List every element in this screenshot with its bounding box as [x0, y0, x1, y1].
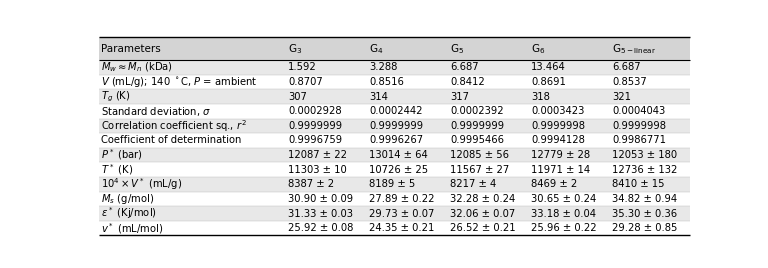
Text: 0.9999999: 0.9999999 [288, 121, 343, 131]
Text: 8217 ± 4: 8217 ± 4 [450, 179, 496, 189]
Text: G$_5$: G$_5$ [450, 42, 464, 56]
Text: 0.9999999: 0.9999999 [450, 121, 504, 131]
Text: Parameters: Parameters [101, 44, 161, 54]
Text: 11567 ± 27: 11567 ± 27 [450, 165, 509, 175]
Text: 0.0003423: 0.0003423 [531, 106, 584, 116]
Bar [99, 148, 690, 162]
Text: 26.52 ± 0.21: 26.52 ± 0.21 [450, 223, 515, 233]
Text: Coefficient of determination: Coefficient of determination [101, 135, 242, 146]
Text: 0.9996267: 0.9996267 [369, 135, 423, 146]
Text: 0.0004043: 0.0004043 [612, 106, 665, 116]
Text: 30.90 ± 0.09: 30.90 ± 0.09 [288, 194, 353, 204]
Text: 0.0002928: 0.0002928 [288, 106, 342, 116]
Text: 0.9995466: 0.9995466 [450, 135, 504, 146]
Text: 11303 ± 10: 11303 ± 10 [288, 165, 347, 175]
Text: 31.33 ± 0.03: 31.33 ± 0.03 [288, 209, 353, 218]
Text: $P^*$ (bar): $P^*$ (bar) [101, 148, 144, 162]
Text: 318: 318 [531, 92, 550, 102]
Text: 8189 ± 5: 8189 ± 5 [369, 179, 415, 189]
Text: 32.06 ± 0.07: 32.06 ± 0.07 [450, 209, 515, 218]
Text: 11971 ± 14: 11971 ± 14 [531, 165, 590, 175]
Text: 307: 307 [288, 92, 307, 102]
Text: 0.8537: 0.8537 [612, 77, 647, 87]
Text: 29.28 ± 0.85: 29.28 ± 0.85 [612, 223, 677, 233]
Text: 33.18 ± 0.04: 33.18 ± 0.04 [531, 209, 596, 218]
Text: 6.687: 6.687 [450, 62, 478, 72]
Text: 0.9986771: 0.9986771 [612, 135, 666, 146]
Text: 321: 321 [612, 92, 631, 102]
Text: 0.9996759: 0.9996759 [288, 135, 343, 146]
Text: 0.0002442: 0.0002442 [369, 106, 422, 116]
Text: 1.592: 1.592 [288, 62, 317, 72]
Text: 12087 ± 22: 12087 ± 22 [288, 150, 347, 160]
Text: $v^*$ (mL/mol): $v^*$ (mL/mol) [101, 221, 164, 236]
Bar [99, 177, 690, 192]
Text: 8410 ± 15: 8410 ± 15 [612, 179, 664, 189]
Text: 24.35 ± 0.21: 24.35 ± 0.21 [369, 223, 435, 233]
Bar [99, 206, 690, 221]
Bar [99, 60, 690, 75]
Text: G$_6$: G$_6$ [531, 42, 545, 56]
Text: 12053 ± 180: 12053 ± 180 [612, 150, 677, 160]
Text: 6.687: 6.687 [612, 62, 641, 72]
Text: $M_w \approx M_n$ (kDa): $M_w \approx M_n$ (kDa) [101, 61, 174, 74]
Text: $T^*$ (K): $T^*$ (K) [101, 162, 134, 177]
Text: 12085 ± 56: 12085 ± 56 [450, 150, 509, 160]
Text: 0.9999998: 0.9999998 [531, 121, 585, 131]
Text: 0.8691: 0.8691 [531, 77, 566, 87]
Text: 35.30 ± 0.36: 35.30 ± 0.36 [612, 209, 677, 218]
Text: 0.8412: 0.8412 [450, 77, 485, 87]
Text: $10^4 \times V^*$ (mL/g): $10^4 \times V^*$ (mL/g) [101, 176, 183, 192]
Text: 13014 ± 64: 13014 ± 64 [369, 150, 428, 160]
Bar [99, 118, 690, 133]
Text: 30.65 ± 0.24: 30.65 ± 0.24 [531, 194, 596, 204]
Text: Standard deviation, $\sigma$: Standard deviation, $\sigma$ [101, 105, 212, 118]
Text: G$_{5-\mathrm{linear}}$: G$_{5-\mathrm{linear}}$ [612, 42, 656, 56]
Text: Correlation coefficient sq., $r^2$: Correlation coefficient sq., $r^2$ [101, 118, 247, 134]
Text: 0.9999998: 0.9999998 [612, 121, 666, 131]
Text: 25.96 ± 0.22: 25.96 ± 0.22 [531, 223, 597, 233]
Text: 13.464: 13.464 [531, 62, 566, 72]
Text: 34.82 ± 0.94: 34.82 ± 0.94 [612, 194, 677, 204]
Text: $M_s$ (g/mol): $M_s$ (g/mol) [101, 192, 154, 206]
Text: 25.92 ± 0.08: 25.92 ± 0.08 [288, 223, 353, 233]
Text: 314: 314 [369, 92, 388, 102]
Text: G$_3$: G$_3$ [288, 42, 303, 56]
Text: 0.0002392: 0.0002392 [450, 106, 504, 116]
Text: 8387 ± 2: 8387 ± 2 [288, 179, 334, 189]
Text: 12779 ± 28: 12779 ± 28 [531, 150, 590, 160]
Text: 29.73 ± 0.07: 29.73 ± 0.07 [369, 209, 435, 218]
Text: 0.9994128: 0.9994128 [531, 135, 585, 146]
Text: $T_g$ (K): $T_g$ (K) [101, 90, 131, 104]
Bar [99, 37, 690, 60]
Text: 12736 ± 132: 12736 ± 132 [612, 165, 677, 175]
Text: 10726 ± 25: 10726 ± 25 [369, 165, 429, 175]
Text: 8469 ± 2: 8469 ± 2 [531, 179, 578, 189]
Text: $\varepsilon^*$ (Kj/mol): $\varepsilon^*$ (Kj/mol) [101, 206, 157, 221]
Text: 3.288: 3.288 [369, 62, 398, 72]
Text: 0.8707: 0.8707 [288, 77, 323, 87]
Text: 27.89 ± 0.22: 27.89 ± 0.22 [369, 194, 435, 204]
Text: G$_4$: G$_4$ [369, 42, 383, 56]
Text: 0.9999999: 0.9999999 [369, 121, 423, 131]
Bar [99, 89, 690, 104]
Text: 317: 317 [450, 92, 469, 102]
Text: $V$ (mL/g); 140 $^\circ$C, $P$ = ambient: $V$ (mL/g); 140 $^\circ$C, $P$ = ambient [101, 75, 258, 89]
Text: 0.8516: 0.8516 [369, 77, 404, 87]
Text: 32.28 ± 0.24: 32.28 ± 0.24 [450, 194, 515, 204]
